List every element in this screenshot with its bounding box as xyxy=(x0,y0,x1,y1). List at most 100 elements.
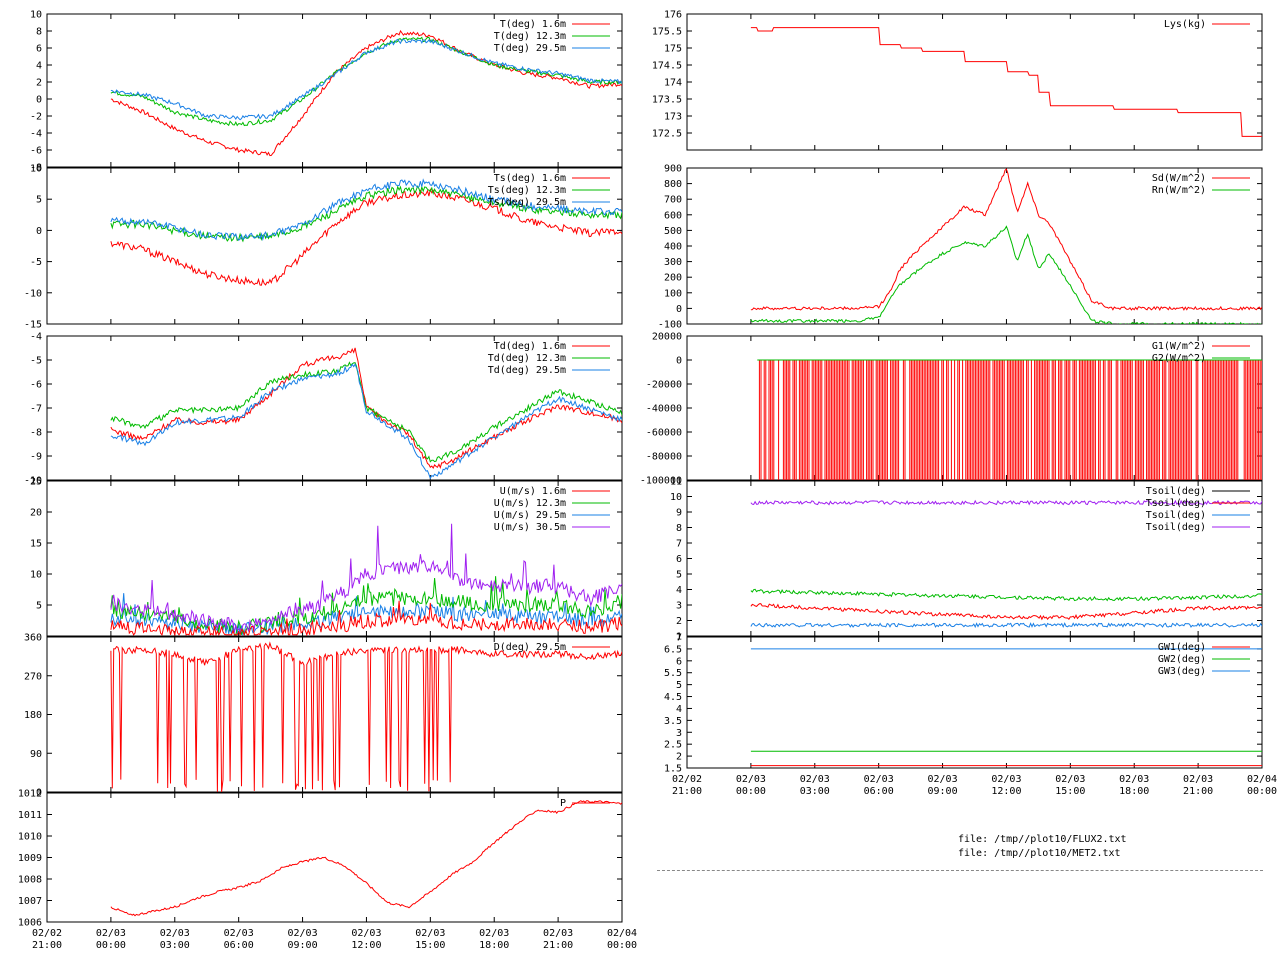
legend-label: Td(deg) 1.6m xyxy=(494,341,566,352)
y-tick-label: 5 xyxy=(676,680,682,691)
x-tick-time: 03:00 xyxy=(800,786,830,797)
y-tick-label: 5 xyxy=(36,195,42,206)
file-line-flux: file: /tmp//plot10/FLUX2.txt xyxy=(958,834,1127,845)
plot-frame xyxy=(46,480,623,637)
y-tick-label: 1007 xyxy=(18,896,42,907)
y-tick-label: 10 xyxy=(30,570,42,581)
y-tick-label: 11 xyxy=(670,477,682,488)
x-tick-date: 02/03 xyxy=(800,774,830,785)
x-tick-time: 09:00 xyxy=(288,940,318,951)
legend-label: GW2(deg) xyxy=(1158,654,1206,665)
legend-label: Tsoil(deg) xyxy=(1146,510,1206,521)
y-tick-label: -2 xyxy=(30,112,42,123)
y-tick-label: 175 xyxy=(664,44,682,55)
series-line-green xyxy=(110,576,622,636)
y-tick-label: 3 xyxy=(676,601,682,612)
x-tick-time: 18:00 xyxy=(1119,786,1149,797)
y-tick-label: -4 xyxy=(30,332,42,343)
x-tick-date: 02/03 xyxy=(543,928,573,939)
y-tick-label: 5 xyxy=(676,570,682,581)
y-tick-label: 5.5 xyxy=(664,668,682,679)
panel-wind: 25 20 15 10 5 U(m/s) 1.6mU(m/s) 12.3mU(m/s) 2… xyxy=(30,477,623,637)
y-tick-label: 2 xyxy=(676,752,682,763)
x-tick-date: 02/03 xyxy=(96,928,126,939)
y-tick-label: 8 xyxy=(676,523,682,534)
legend-label: Tsoil(deg) xyxy=(1146,498,1206,509)
plot-frame xyxy=(46,167,623,325)
panel-pres: 1012 1011 1010 1009 1008 1007 1006 P xyxy=(18,789,623,929)
y-tick-label: 6 xyxy=(676,656,682,667)
x-tick-date: 02/02 xyxy=(672,774,702,785)
plot-frame xyxy=(46,13,623,168)
y-tick-label: 3 xyxy=(676,728,682,739)
divider-line xyxy=(657,870,1263,871)
legend-label: U(m/s) 29.5m xyxy=(494,510,566,521)
panel-soil: 1110987654321Tsoil(deg)Tsoil(deg)Tsoil(d… xyxy=(670,477,1263,643)
y-tick-label: 20 xyxy=(30,508,42,519)
series-group xyxy=(110,641,622,792)
y-tick-label: 400 xyxy=(664,242,682,253)
y-tick-label: 174 xyxy=(664,78,682,89)
x-tick-date: 02/03 xyxy=(351,928,381,939)
y-tick-label: -4 xyxy=(30,129,42,140)
series-line-green xyxy=(750,588,1262,602)
series-group xyxy=(110,29,622,157)
y-tick-label: 200 xyxy=(664,273,682,284)
series-line-red xyxy=(110,600,622,636)
y-tick-label: 0 xyxy=(36,788,42,799)
y-tick-label: 0 xyxy=(36,226,42,237)
y-tick-label: 1006 xyxy=(18,918,42,929)
x-tick-date: 02/03 xyxy=(224,928,254,939)
y-tick-label: 1012 xyxy=(18,789,42,800)
x-tick-date: 02/02 xyxy=(32,928,62,939)
x-tick-time: 12:00 xyxy=(351,940,381,951)
legend-label: G2(W/m^2) xyxy=(1152,353,1206,364)
series-group xyxy=(750,648,1262,767)
y-tick-label: 8 xyxy=(36,27,42,38)
series-group xyxy=(110,347,622,480)
series-line-red xyxy=(110,29,622,157)
x-tick-date: 02/04 xyxy=(607,928,637,939)
plot-frame xyxy=(686,13,1263,151)
y-tick-label: -9 xyxy=(30,452,42,463)
legend-label: Ts(deg) 1.6m xyxy=(494,173,566,184)
series-line-g1 xyxy=(758,360,1262,480)
x-tick-date: 02/03 xyxy=(1183,774,1213,785)
legend-label: Td(deg) 12.3m xyxy=(488,353,566,364)
y-tick-label: -80000 xyxy=(646,452,682,463)
x-tick-time: 15:00 xyxy=(1055,786,1085,797)
plot-frame xyxy=(46,792,623,923)
x-tick-date: 02/03 xyxy=(415,928,445,939)
panel-temp: 10 8 6 4 2 0 -2 -4 -6 -8 T(deg) 1.6mT(deg) 12.3mT(… xyxy=(30,10,623,174)
series-line-red xyxy=(110,800,622,917)
panel-gw: 76.565.554.543.532.521.5 GW1(deg)GW2(deg)… xyxy=(664,633,1263,775)
series-group xyxy=(110,523,622,636)
x-tick-time: 21:00 xyxy=(543,940,573,951)
plot-frame xyxy=(686,636,1263,769)
x-tick-date: 02/03 xyxy=(479,928,509,939)
legend-label: Rn(W/m^2) xyxy=(1152,185,1206,196)
y-tick-label: 4 xyxy=(36,61,42,72)
y-tick-label: 180 xyxy=(24,710,42,721)
panel-dir: 360 270 180 90 0 D(deg) 29.5m xyxy=(24,633,623,799)
y-tick-label: 20000 xyxy=(652,332,682,343)
y-tick-label: 1011 xyxy=(18,810,42,821)
y-tick-label: 25 xyxy=(30,477,42,488)
series-group xyxy=(750,168,1262,324)
x-tick-time: 06:00 xyxy=(864,786,894,797)
x-tick-time: 06:00 xyxy=(224,940,254,951)
y-tick-label: 10 xyxy=(30,10,42,21)
y-tick-label: 6 xyxy=(676,554,682,565)
x-tick-time: 00:00 xyxy=(607,940,637,951)
x-tick-date: 02/03 xyxy=(1055,774,1085,785)
series-line-green xyxy=(750,225,1262,324)
y-tick-label: 2 xyxy=(36,78,42,89)
x-tick-time: 09:00 xyxy=(928,786,958,797)
y-tick-label: 175.5 xyxy=(652,27,682,38)
x-tick-time: 18:00 xyxy=(479,940,509,951)
x-tick-date: 02/03 xyxy=(288,928,318,939)
legend-label: Ts(deg) 12.3m xyxy=(488,185,566,196)
y-tick-label: 0 xyxy=(676,356,682,367)
